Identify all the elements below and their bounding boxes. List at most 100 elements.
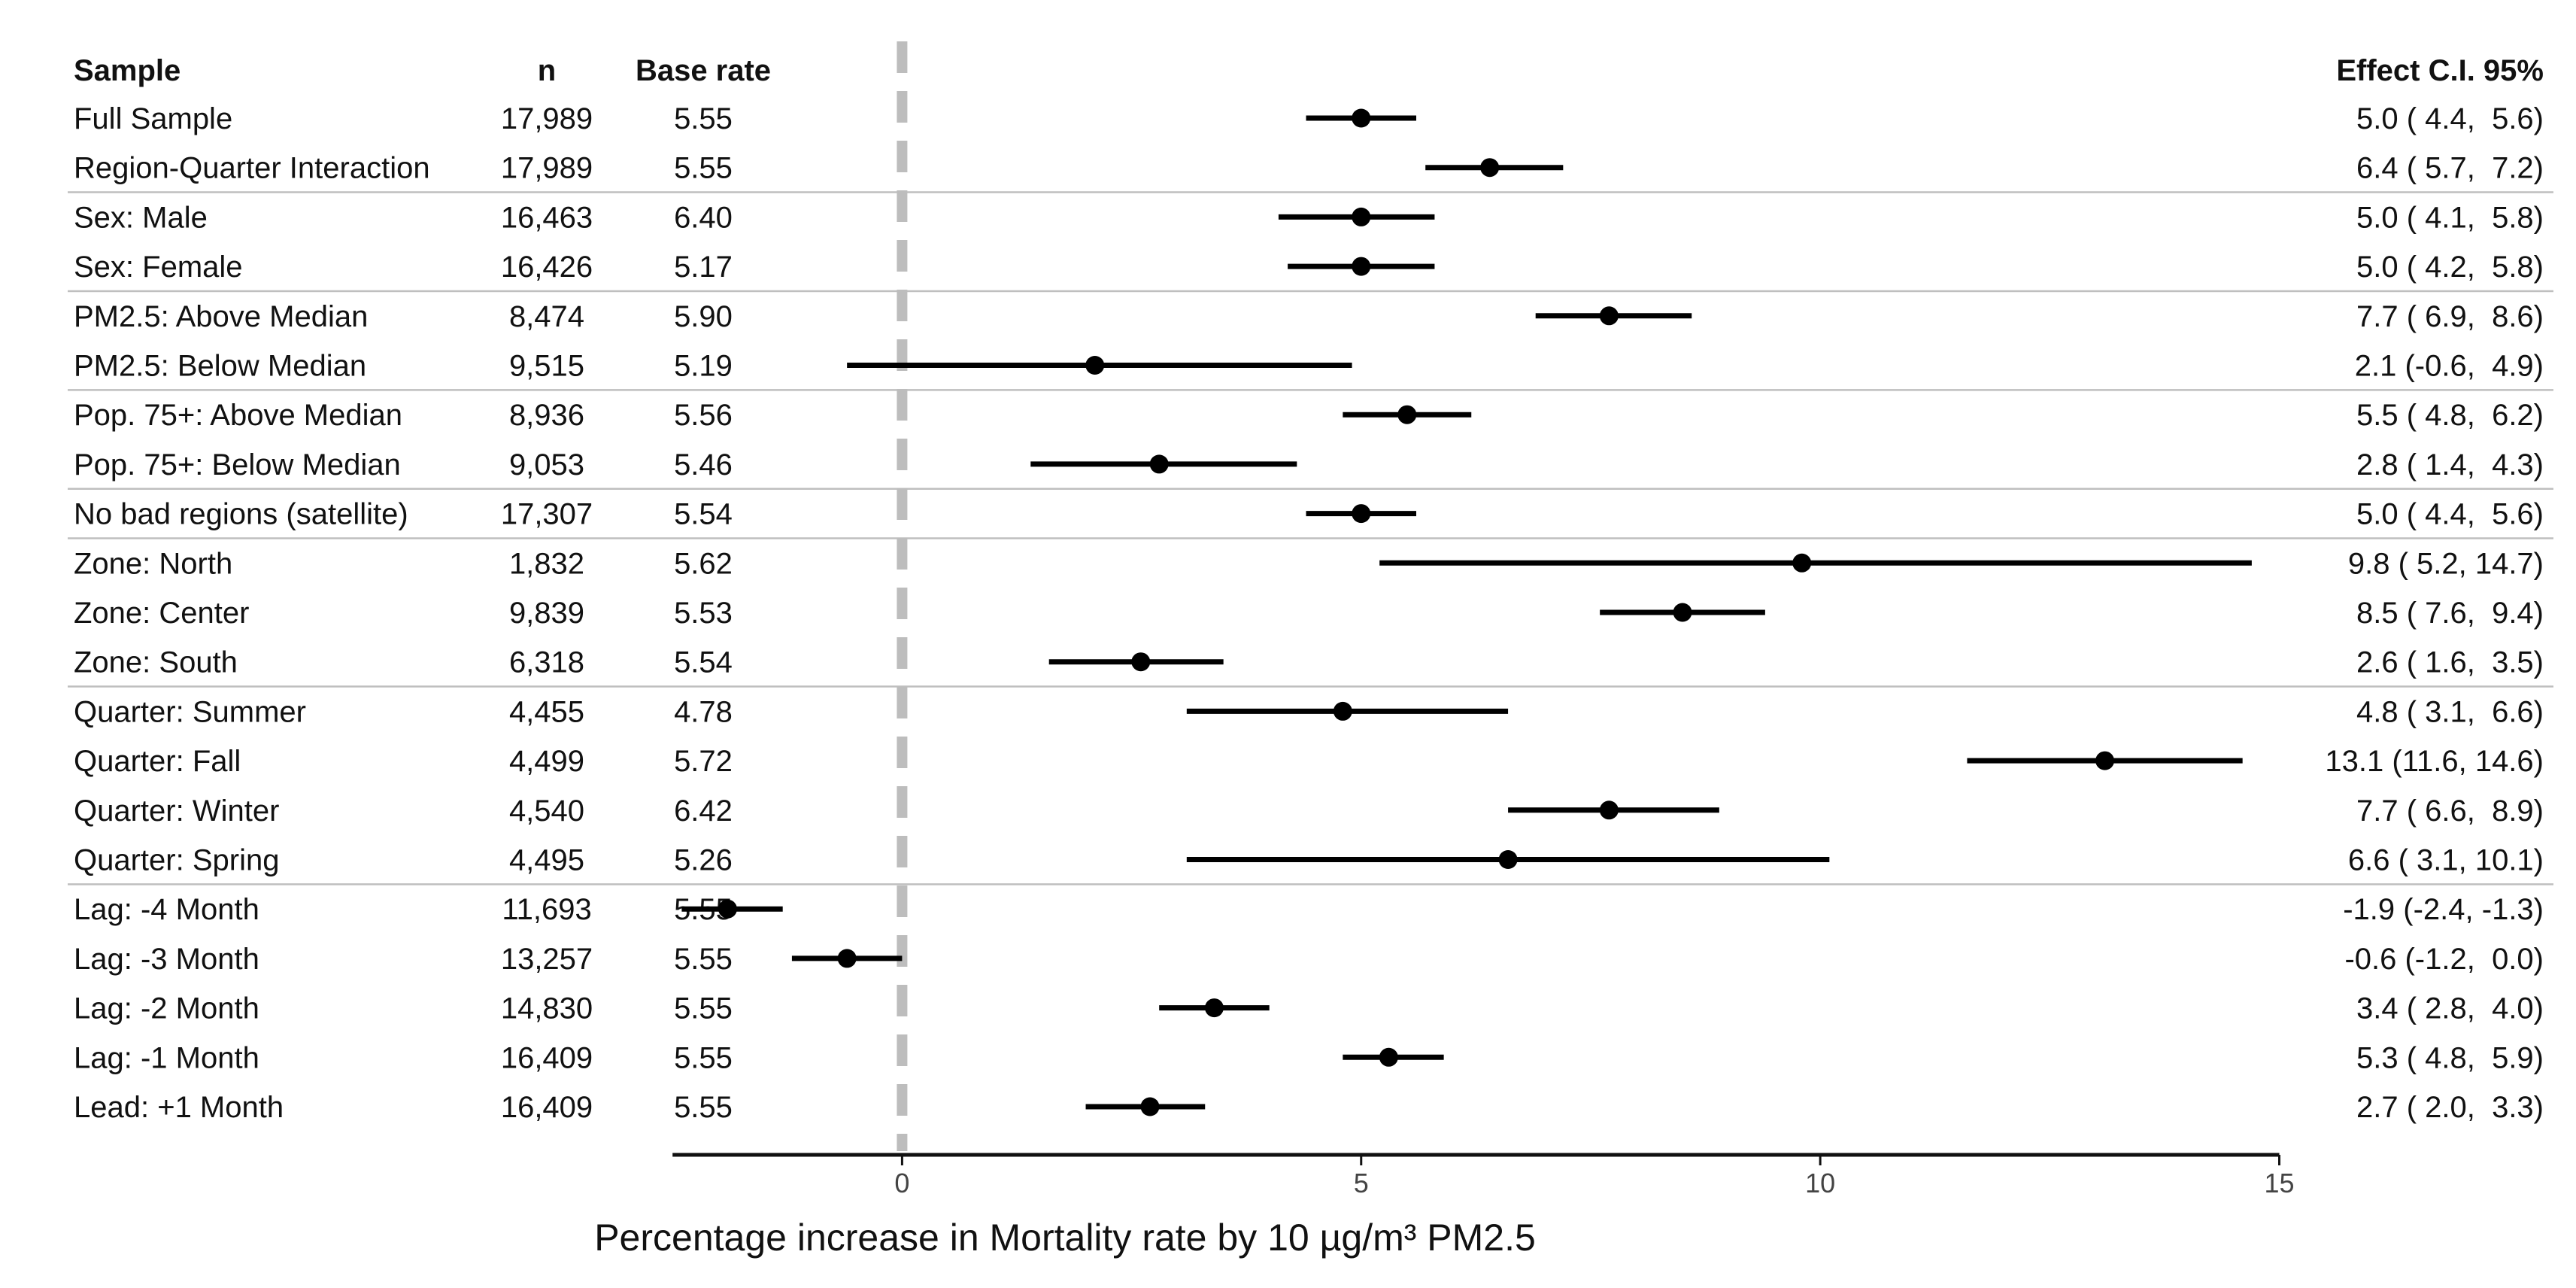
row-base-rate: 5.46 [674,448,733,481]
forest-row: Region-Quarter Interaction 17,989 5.55 6.4 … [74,152,2544,185]
row-label: Quarter: Winter [74,794,279,828]
row-base-rate: 5.56 [674,399,733,432]
row-effect-ci: 2.6 ( 1.6, 3.5) [2356,646,2544,679]
row-effect-ci: 5.0 ( 4.1, 5.8) [2356,201,2544,234]
row-label: Quarter: Summer [74,695,306,728]
row-n: 16,409 [501,1041,593,1074]
point-estimate [1379,1047,1398,1067]
row-base-rate: 5.17 [674,251,733,284]
row-n: 16,426 [501,251,593,284]
x-tick-label: 15 [2264,1168,2294,1198]
point-estimate [718,899,737,919]
x-tick-label: 10 [1805,1168,1835,1198]
point-estimate [1599,306,1619,326]
row-n: 16,409 [501,1091,593,1124]
point-estimate [1599,800,1619,820]
row-base-rate: 5.19 [674,350,733,383]
row-label: PM2.5: Below Median [74,350,366,383]
row-effect-ci: 13.1 (11.6, 14.6) [2325,745,2544,778]
point-estimate [1397,405,1417,424]
row-label: No bad regions (satellite) [74,498,408,531]
row-effect-ci: 5.3 ( 4.8, 5.9) [2356,1041,2544,1074]
header-effect-ci: Effect C.I. 95% [2336,54,2544,87]
data-rows: Full Sample 17,989 5.55 5.0 ( 4.4, 5.6) Regi… [74,102,2544,1124]
row-n: 4,540 [509,794,584,828]
row-label: Lag: -1 Month [74,1041,259,1074]
point-estimate [1352,207,1371,226]
point-estimate [1140,1097,1160,1116]
row-effect-ci: 2.7 ( 2.0, 3.3) [2356,1091,2544,1124]
x-tick-label: 0 [894,1168,909,1198]
row-n: 9,839 [509,597,584,630]
row-base-rate: 5.90 [674,300,733,333]
row-effect-ci: -0.6 (-1.2, 0.0) [2344,943,2544,976]
row-label: Pop. 75+: Below Median [74,448,401,481]
row-base-rate: 5.54 [674,646,733,679]
row-base-rate: 5.72 [674,745,733,778]
header-sample: Sample [74,54,181,87]
row-label: Region-Quarter Interaction [74,152,430,185]
row-effect-ci: 2.1 (-0.6, 4.9) [2355,350,2544,383]
forest-row: Zone: South 6,318 5.54 2.6 ( 1.6, 3.5) [74,646,2544,679]
point-estimate [1085,356,1105,375]
row-effect-ci: 6.6 ( 3.1, 10.1) [2348,844,2544,877]
row-n: 4,495 [509,844,584,877]
forest-row: Lag: -4 Month 11,693 5.55 -1.9 (-2.4, -1.3) [74,893,2544,926]
forest-row: Quarter: Summer 4,455 4.78 4.8 ( 3.1, 6.6) [74,695,2544,728]
forest-row: Zone: Center 9,839 5.53 8.5 ( 7.6, 9.4) [74,597,2544,630]
forest-row: Lag: -3 Month 13,257 5.55 -0.6 (-1.2, 0.0) [74,943,2544,976]
row-effect-ci: 5.0 ( 4.4, 5.6) [2356,498,2544,531]
row-n: 16,463 [501,201,593,234]
row-n: 9,053 [509,448,584,481]
forest-row: Quarter: Fall 4,499 5.72 13.1 (11.6, 14.6) [74,745,2544,778]
row-n: 11,693 [502,893,591,926]
forest-row: Pop. 75+: Above Median 8,936 5.56 5.5 ( 4.8… [74,399,2544,432]
point-estimate [1333,701,1352,721]
point-estimate [1204,998,1224,1018]
row-label: Sex: Female [74,251,243,284]
row-label: Zone: Center [74,597,249,630]
header-base-rate: Base rate [636,54,771,87]
point-estimate [1352,108,1371,128]
row-n: 9,515 [509,350,584,383]
row-base-rate: 5.55 [674,1041,733,1074]
row-effect-ci: -1.9 (-2.4, -1.3) [2343,893,2544,926]
row-base-rate: 4.78 [674,695,733,728]
row-effect-ci: 2.8 ( 1.4, 4.3) [2356,448,2544,481]
row-effect-ci: 6.4 ( 5.7, 7.2) [2356,152,2544,185]
row-effect-ci: 5.0 ( 4.2, 5.8) [2356,251,2544,284]
row-effect-ci: 9.8 ( 5.2, 14.7) [2348,547,2544,580]
row-base-rate: 5.55 [674,992,733,1025]
forest-row: Sex: Male 16,463 6.40 5.0 ( 4.1, 5.8) [74,201,2544,234]
row-n: 14,830 [501,992,593,1025]
row-n: 13,257 [501,943,593,976]
row-base-rate: 5.53 [674,597,733,630]
point-estimate [1352,257,1371,276]
group-separators [68,191,2553,886]
row-label: Quarter: Spring [74,844,279,877]
x-axis-ticks: 0 5 10 15 [894,1155,2295,1198]
row-n: 4,455 [509,695,584,728]
row-base-rate: 5.55 [674,102,733,135]
row-effect-ci: 3.4 ( 2.8, 4.0) [2356,992,2544,1025]
point-estimate [837,949,857,968]
point-estimate [2095,751,2115,770]
row-base-rate: 5.26 [674,844,733,877]
point-estimate [1498,850,1518,869]
row-label: Zone: South [74,646,238,679]
x-axis-title: Percentage increase in Mortality rate by… [594,1217,1536,1259]
row-label: Quarter: Fall [74,745,241,778]
row-base-rate: 6.42 [674,794,733,828]
point-estimate [1131,652,1151,672]
row-base-rate: 6.40 [674,201,733,234]
row-effect-ci: 4.8 ( 3.1, 6.6) [2356,695,2544,728]
forest-row: Sex: Female 16,426 5.17 5.0 ( 4.2, 5.8) [74,251,2544,284]
forest-row: Lead: +1 Month 16,409 5.55 2.7 ( 2.0, 3.3) [74,1091,2544,1124]
row-label: Zone: North [74,547,232,580]
row-base-rate: 5.55 [674,943,733,976]
forest-row: Full Sample 17,989 5.55 5.0 ( 4.4, 5.6) [74,102,2544,135]
row-effect-ci: 5.0 ( 4.4, 5.6) [2356,102,2544,135]
row-n: 17,307 [501,498,593,531]
forest-row: Lag: -1 Month 16,409 5.55 5.3 ( 4.8, 5.9) [74,1041,2544,1074]
